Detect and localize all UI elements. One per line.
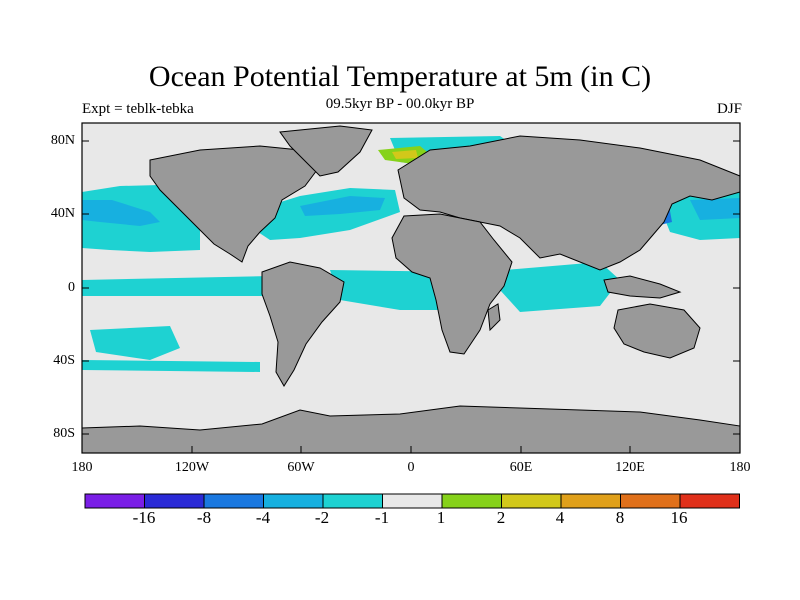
colorbar-swatch: [441, 493, 502, 509]
colorbar-swatch: [560, 493, 621, 509]
x-tick-label: 180: [71, 460, 93, 475]
x-tick-label: 0: [407, 460, 415, 475]
colorbar-label: 1: [436, 508, 446, 527]
colorbar-swatch: [84, 493, 145, 509]
colorbar-label: 16: [670, 508, 688, 527]
southeast-asia-islands: [603, 275, 682, 299]
australia-land: [613, 303, 701, 359]
south-america-land: [261, 261, 345, 387]
colorbar-swatch: [501, 493, 562, 509]
x-tick-label: 120E: [615, 460, 645, 475]
barents-warm-core: [392, 150, 418, 159]
colorbar-label: 4: [555, 508, 565, 527]
colorbar-label: -4: [255, 508, 271, 527]
colorbar-swatch: [144, 493, 205, 509]
indian-ocean-band: [500, 262, 620, 312]
y-tick-label: 80N: [50, 133, 75, 148]
x-tick-label: 180: [729, 460, 751, 475]
colorbar-swatch: [620, 493, 681, 509]
east-pacific-strip: [82, 360, 260, 372]
x-tick-label: 120W: [174, 460, 210, 475]
colorbar-swatch: [322, 493, 383, 509]
colorbar-swatch: [263, 493, 324, 509]
africa-land: [391, 213, 513, 355]
y-tick-label: 40N: [50, 206, 75, 221]
colorbar-label: -16: [132, 508, 156, 527]
pacific-medium-band-east: [690, 198, 740, 220]
colorbar-swatch: [203, 493, 264, 509]
experiment-label: Expt = teblk-tebka: [82, 101, 194, 117]
madagascar-land: [487, 303, 501, 332]
equatorial-cool-band: [82, 276, 270, 296]
y-tick-label: 0: [68, 280, 75, 295]
greenland-land: [279, 125, 373, 177]
land-masses: [81, 125, 741, 454]
colorbar-swatch: [382, 493, 443, 509]
y-tick-label: 80S: [53, 426, 75, 441]
season-label: DJF: [716, 101, 742, 117]
colorbar-label: -1: [374, 508, 390, 527]
colorbar-label: -2: [314, 508, 330, 527]
colorbar-label: 2: [496, 508, 506, 527]
x-tick-label: 60E: [509, 460, 533, 475]
x-tick-label: 60W: [287, 460, 315, 475]
south-pacific-patch: [90, 326, 180, 360]
north-atlantic-medium-band: [300, 196, 385, 216]
colorbar-label: 8: [615, 508, 625, 527]
axis-ticks: [81, 140, 741, 453]
map-panel: [81, 122, 741, 454]
colorbar-label: -8: [196, 508, 212, 527]
pacific-medium-band-west: [82, 200, 160, 226]
page-title: Ocean Potential Temperature at 5m (in C): [148, 60, 652, 93]
colorbar: [84, 493, 740, 509]
time-range-subtitle: 09.5kyr BP - 00.0kyr BP: [325, 96, 475, 112]
colorbar-swatch: [679, 493, 740, 509]
y-tick-label: 40S: [53, 353, 75, 368]
